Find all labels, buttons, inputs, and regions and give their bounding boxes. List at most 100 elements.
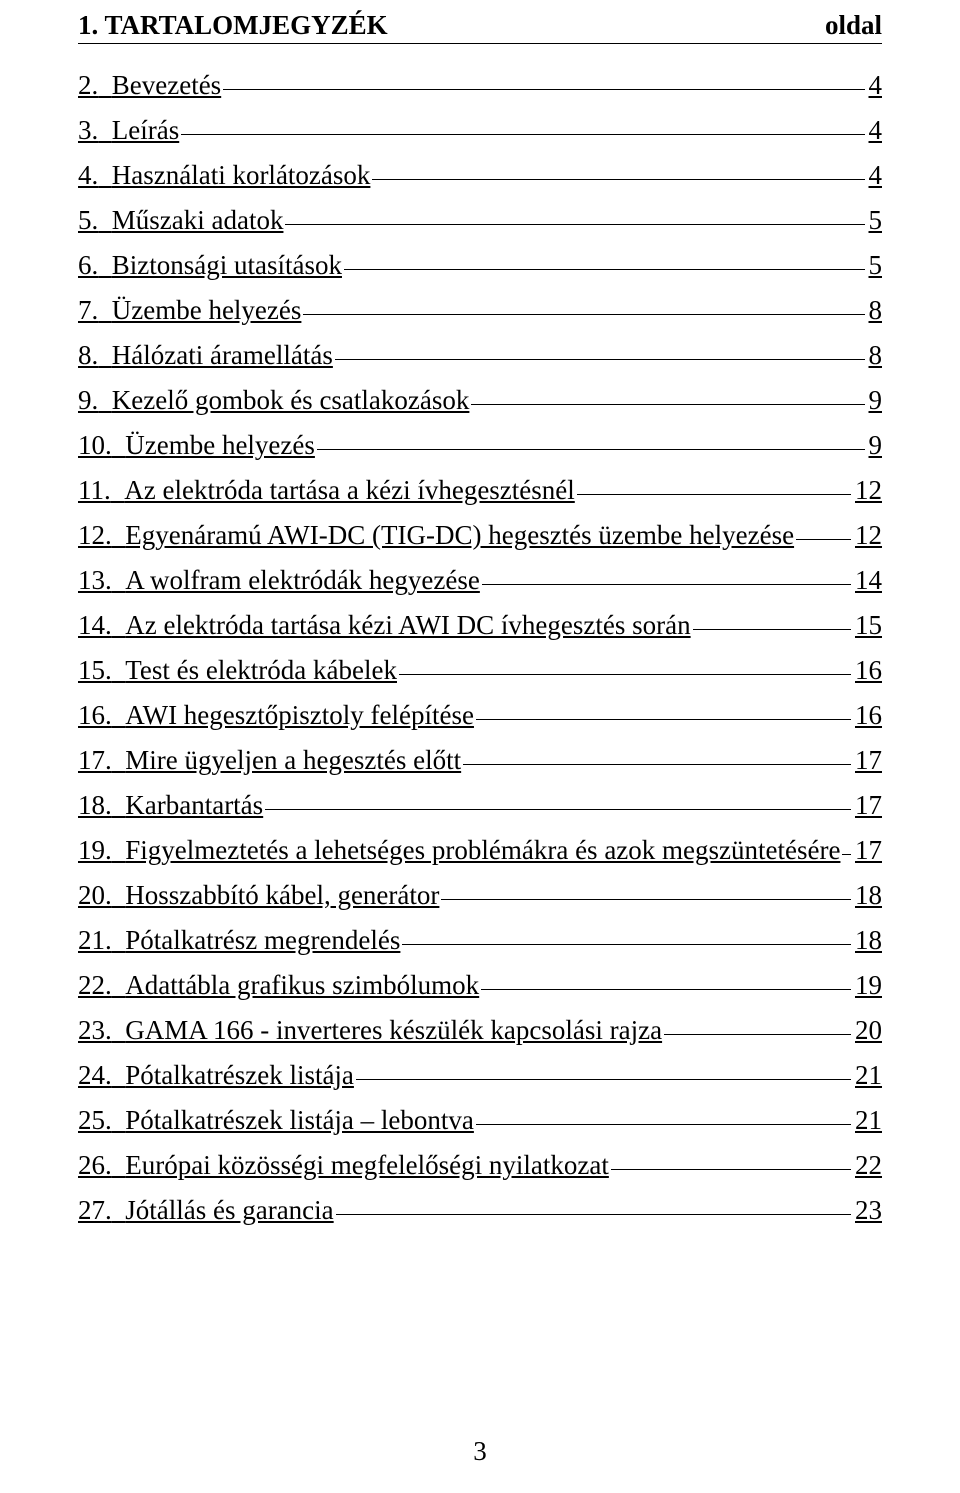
toc-row[interactable]: 16. AWI hegesztőpisztoly felépítése16 xyxy=(78,700,882,731)
toc-page: 8 xyxy=(869,340,883,371)
toc-row[interactable]: 24. Pótalkatrészek listája21 xyxy=(78,1060,882,1091)
toc-gap xyxy=(112,880,126,911)
toc-leader xyxy=(402,944,851,945)
toc-page: 17 xyxy=(855,745,882,776)
toc-leader xyxy=(476,719,851,720)
toc-row[interactable]: 14. Az elektróda tartása kézi AWI DC ívh… xyxy=(78,610,882,641)
toc-row[interactable]: 22. Adattábla grafikus szimbólumok19 xyxy=(78,970,882,1001)
toc-leader xyxy=(335,359,865,360)
toc-number: 9. xyxy=(78,385,98,416)
toc-row[interactable]: 20. Hosszabbító kábel, generátor18 xyxy=(78,880,882,911)
toc-leader xyxy=(317,449,865,450)
toc-row[interactable]: 18. Karbantartás 17 xyxy=(78,790,882,821)
toc-title: Figyelmeztetés a lehetséges problémákra … xyxy=(125,835,840,866)
toc-leader xyxy=(285,224,864,225)
toc-page: 5 xyxy=(869,250,883,281)
toc-gap xyxy=(112,520,126,551)
toc-row[interactable]: 8. Hálózati áramellátás8 xyxy=(78,340,882,371)
toc-title: Pótalkatrészek listája xyxy=(125,1060,354,1091)
toc-row[interactable]: 21. Pótalkatrész megrendelés18 xyxy=(78,925,882,956)
toc-leader xyxy=(463,764,851,765)
toc-number: 15. xyxy=(78,655,112,686)
toc-row[interactable]: 12. Egyenáramú AWI-DC (TIG-DC) hegesztés… xyxy=(78,520,882,551)
toc-title: Egyenáramú AWI-DC (TIG-DC) hegesztés üze… xyxy=(125,520,794,551)
toc-page: 16 xyxy=(855,700,882,731)
toc-row[interactable]: 15. Test és elektróda kábelek16 xyxy=(78,655,882,686)
toc-gap xyxy=(112,430,126,461)
toc-row[interactable]: 13. A wolfram elektródák hegyezése14 xyxy=(78,565,882,596)
toc-leader xyxy=(372,179,864,180)
toc-row[interactable]: 5. Műszaki adatok5 xyxy=(78,205,882,236)
toc-number: 21. xyxy=(78,925,112,956)
toc-row[interactable]: 25. Pótalkatrészek listája – lebontva21 xyxy=(78,1105,882,1136)
toc-leader xyxy=(611,1169,851,1170)
toc-number: 27. xyxy=(78,1195,112,1226)
toc-row[interactable]: 3. Leírás 4 xyxy=(78,115,882,146)
toc-number: 24. xyxy=(78,1060,112,1091)
toc-gap xyxy=(112,1150,126,1181)
toc-gap xyxy=(112,790,126,821)
toc-gap xyxy=(98,385,112,416)
toc-title: Hosszabbító kábel, generátor xyxy=(125,880,439,911)
toc-leader xyxy=(481,989,851,990)
toc-title: Test és elektróda kábelek xyxy=(125,655,397,686)
toc-leader xyxy=(441,899,851,900)
toc-page: 12 xyxy=(855,520,882,551)
toc-heading: 1. TARTALOMJEGYZÉK oldal xyxy=(78,10,882,44)
toc-gap xyxy=(112,1060,126,1091)
toc-row[interactable]: 4. Használati korlátozások4 xyxy=(78,160,882,191)
toc-title: Üzembe helyezés xyxy=(112,295,302,326)
toc-page: 17 xyxy=(855,790,882,821)
toc-number: 20. xyxy=(78,880,112,911)
toc-row[interactable]: 19. Figyelmeztetés a lehetséges problémá… xyxy=(78,835,882,866)
toc-row[interactable]: 17. Mire ügyeljen a hegesztés előtt17 xyxy=(78,745,882,776)
toc-heading-right: oldal xyxy=(825,10,882,41)
toc-title: Biztonsági utasítások xyxy=(112,250,342,281)
toc-page: 22 xyxy=(855,1150,882,1181)
toc-leader xyxy=(471,404,864,405)
toc-row[interactable]: 26. Európai közösségi megfelelőségi nyil… xyxy=(78,1150,882,1181)
toc-leader xyxy=(577,494,851,495)
toc-number: 22. xyxy=(78,970,112,1001)
toc-gap xyxy=(112,925,126,956)
toc-title: A wolfram elektródák hegyezése xyxy=(125,565,480,596)
toc-gap xyxy=(112,1015,126,1046)
toc-leader xyxy=(842,854,851,855)
toc-number: 18. xyxy=(78,790,112,821)
toc-title: Mire ügyeljen a hegesztés előtt xyxy=(125,745,461,776)
toc-gap xyxy=(112,970,126,1001)
toc-number: 13. xyxy=(78,565,112,596)
toc-gap xyxy=(112,655,126,686)
toc-leader xyxy=(181,134,864,135)
toc-title: Kezelő gombok és csatlakozások xyxy=(112,385,470,416)
toc-row[interactable]: 10. Üzembe helyezés9 xyxy=(78,430,882,461)
toc-page: 12 xyxy=(855,475,882,506)
toc-row[interactable]: 27. Jótállás és garancia23 xyxy=(78,1195,882,1226)
toc-row[interactable]: 6. Biztonsági utasítások5 xyxy=(78,250,882,281)
toc-row[interactable]: 9. Kezelő gombok és csatlakozások9 xyxy=(78,385,882,416)
toc-leader xyxy=(796,539,851,540)
toc-number: 14. xyxy=(78,610,112,641)
toc-page: 4 xyxy=(869,115,883,146)
toc-number: 19. xyxy=(78,835,112,866)
toc-leader xyxy=(693,629,851,630)
toc-number: 10. xyxy=(78,430,112,461)
toc-number: 5. xyxy=(78,205,98,236)
toc-page: 21 xyxy=(855,1105,882,1136)
toc-row[interactable]: 2. Bevezetés4 xyxy=(78,70,882,101)
toc-number: 3. xyxy=(78,115,98,146)
toc-page: 15 xyxy=(855,610,882,641)
toc-number: 4. xyxy=(78,160,98,191)
page-number: 3 xyxy=(473,1436,487,1467)
toc-page: 20 xyxy=(855,1015,882,1046)
toc-leader xyxy=(223,89,864,90)
toc-title: Karbantartás xyxy=(125,790,263,821)
toc-number: 2. xyxy=(78,70,98,101)
toc-row[interactable]: 11. Az elektróda tartása a kézi ívhegesz… xyxy=(78,475,882,506)
toc-title: Leírás xyxy=(112,115,179,146)
toc-number: 8. xyxy=(78,340,98,371)
toc-gap xyxy=(98,160,112,191)
toc-row[interactable]: 7. Üzembe helyezés8 xyxy=(78,295,882,326)
toc-row[interactable]: 23. GAMA 166 - inverteres készülék kapcs… xyxy=(78,1015,882,1046)
toc-leader xyxy=(482,584,851,585)
